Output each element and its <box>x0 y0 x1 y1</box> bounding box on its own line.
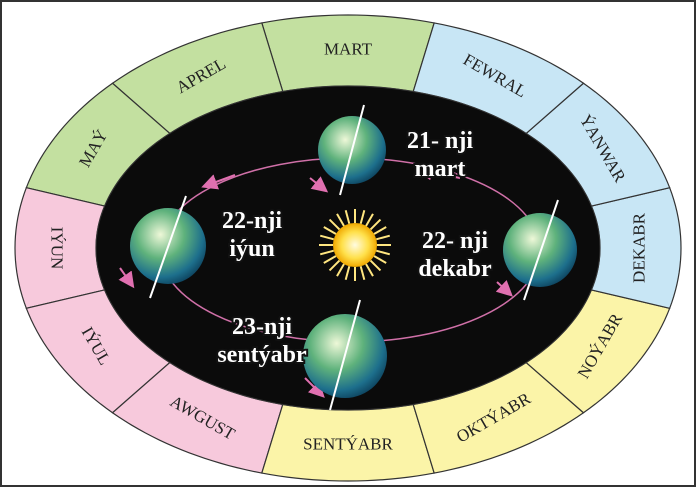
position-label: 21- nji <box>407 128 473 154</box>
month-label: MART <box>324 39 373 58</box>
sun <box>319 209 391 281</box>
month-label: DEKABR <box>629 212 648 283</box>
position-label: dekabr <box>418 256 492 282</box>
month-label: SENTÝABR <box>303 434 393 453</box>
position-label: 23-nji <box>232 314 292 340</box>
month-label: IÝUN <box>48 227 67 270</box>
position-label: mart <box>415 156 466 182</box>
position-label: iýun <box>229 236 274 262</box>
position-label: sentýabr <box>217 342 307 368</box>
position-label: 22- nji <box>422 228 488 254</box>
diagram: MARTAPRELMAÝIÝUNIÝULAWGUSTSENTÝABROKTÝAB… <box>0 0 696 487</box>
position-label: 22-nji <box>222 208 282 234</box>
